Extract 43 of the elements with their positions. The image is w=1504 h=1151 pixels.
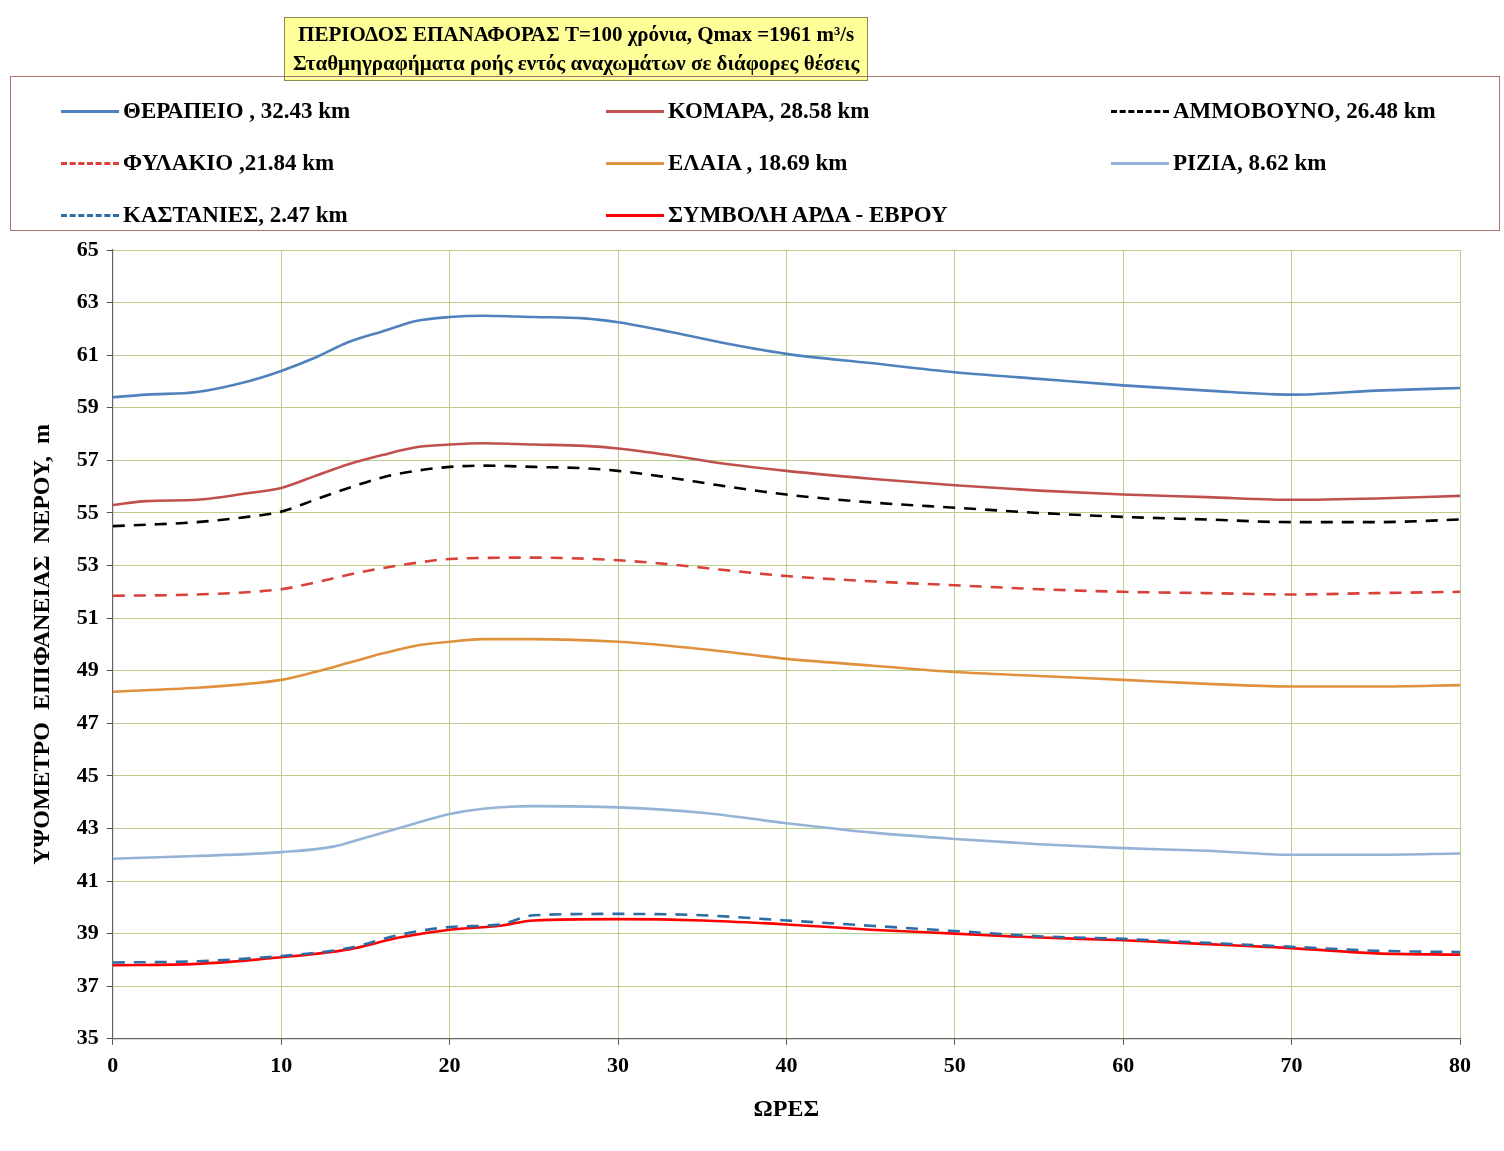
x-tick-label: 10 <box>270 1051 293 1077</box>
x-tick-label: 80 <box>1449 1051 1471 1077</box>
legend-label: ΚΑΣΤΑΝΙΕΣ, 2.47 km <box>123 202 348 228</box>
y-tick-label: 61 <box>76 340 99 366</box>
line-series <box>112 804 1460 860</box>
y-axis-title: ΥΨΟΜΕΤΡΟ ΕΠΙΦΑΝΕΙΑΣ ΝΕΡΟΥ, m <box>27 424 54 865</box>
line-series <box>112 556 1460 598</box>
x-tick-label: 60 <box>1112 1051 1135 1077</box>
y-tick-label: 57 <box>76 446 99 472</box>
line-series <box>112 637 1460 694</box>
legend-label: ΑΜΜΟΒΟΥΝΟ, 26.48 km <box>1173 98 1436 124</box>
y-tick-label: 35 <box>76 1024 99 1050</box>
line-series <box>112 441 1460 507</box>
x-axis-title: ΩΡΕΣ <box>753 1094 820 1121</box>
y-tick-label: 37 <box>76 971 99 997</box>
y-tick-label: 49 <box>76 656 99 682</box>
line-series <box>112 464 1460 528</box>
y-tick-label: 47 <box>76 708 99 734</box>
y-tick-label: 43 <box>76 814 99 840</box>
y-tick-label: 55 <box>76 498 99 524</box>
legend-label: ΘΕΡΑΠΕΙΟ , 32.43 km <box>123 98 351 124</box>
x-tick-label: 0 <box>107 1051 119 1077</box>
chart-title: ΠΕΡΙΟΔΟΣ ΕΠΑΝΑΦΟΡΑΣ T=100 χρόνια, Qmax =1961 m³/s <box>297 21 856 48</box>
line-series <box>112 314 1460 399</box>
x-tick-label: 40 <box>775 1051 798 1077</box>
y-tick-label: 45 <box>76 761 99 787</box>
y-tick-label: 65 <box>76 235 99 261</box>
y-tick-label: 63 <box>76 288 99 314</box>
y-tick-label: 39 <box>76 919 99 945</box>
chart-subtitle: Σταθμηγραφήματα ροής εντός αναχωμάτων σε διάφορες θέσεις <box>293 50 860 77</box>
legend-label: ΣΥΜΒΟΛΗ ΑΡΔΑ - ΕΒΡΟΥ <box>668 202 948 228</box>
y-tick-label: 41 <box>76 866 99 892</box>
y-tick-label: 53 <box>76 551 99 577</box>
x-tick-label: 20 <box>438 1051 461 1077</box>
legend-label: ΦΥΛΑΚΙΟ ,21.84 km <box>123 150 335 176</box>
legend-label: ΡΙΖΙΑ, 8.62 km <box>1173 150 1327 176</box>
y-tick-label: 51 <box>76 603 99 629</box>
x-tick-label: 50 <box>943 1051 966 1077</box>
x-tick-label: 70 <box>1280 1051 1303 1077</box>
x-tick-label: 30 <box>607 1051 629 1077</box>
y-tick-label: 59 <box>76 393 99 419</box>
legend-label: ΕΛΑΙΑ , 18.69 km <box>668 150 848 176</box>
legend-label: ΚΟΜΑΡΑ, 28.58 km <box>668 98 870 124</box>
